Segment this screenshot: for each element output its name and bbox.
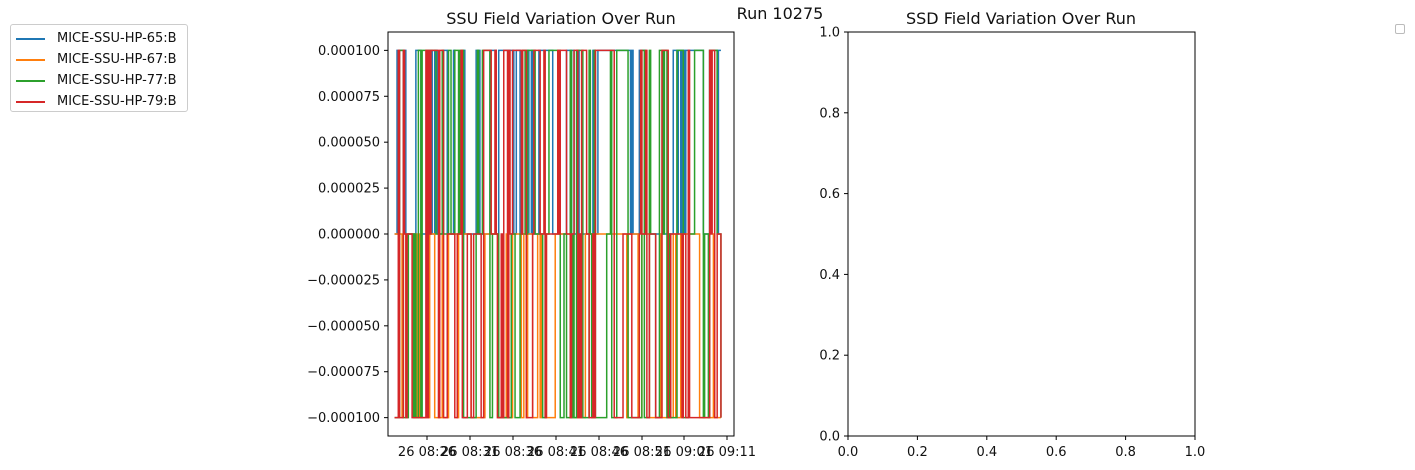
legend-label-hp67: MICE-SSU-HP-67:B (57, 52, 177, 67)
legend-swatch-hp67 (16, 58, 45, 61)
chart2-empty-legend (1395, 24, 1405, 34)
figure-suptitle: Run 10275 (736, 4, 824, 23)
legend-label-hp77: MICE-SSU-HP-77:B (57, 73, 177, 88)
chart1-xtick-label: 26 09:01 (655, 445, 713, 460)
chart1-ytick-label: −0.000075 (307, 365, 380, 380)
chart1-ytick-label: 0.000025 (318, 182, 380, 197)
chart1-ytick-label: 0.000075 (318, 90, 380, 105)
chart1-title: SSU Field Variation Over Run (446, 9, 676, 28)
chart1-traces (394, 49, 722, 419)
legend-swatch-hp65 (16, 37, 45, 40)
chart2-ytick-label: 1.0 (819, 26, 840, 41)
chart2-xtick-label: 1.0 (1185, 445, 1206, 460)
chart1-ytick-label: −0.000050 (307, 319, 380, 334)
legend-item: MICE-SSU-HP-77:B (15, 70, 187, 91)
legend-item: MICE-SSU-HP-67:B (15, 49, 187, 70)
chart1-xtick-label: 26 08:31 (441, 445, 499, 460)
chart1-ytick-label: 0.000100 (318, 44, 380, 59)
chart2-axes-frame (847, 31, 1196, 437)
chart2-ytick-label: 0.8 (819, 106, 840, 121)
series-line-MICE-SSU-HP-79:B (394, 49, 722, 419)
chart1-xtick-label: 26 09:11 (698, 445, 756, 460)
legend-label-hp79: MICE-SSU-HP-79:B (57, 94, 177, 109)
chart2-ytick-label: 0.4 (819, 268, 840, 283)
chart1-ytick-label: 0.000050 (318, 136, 380, 151)
chart1-xtick-label: 26 08:41 (527, 445, 585, 460)
chart1-ytick-label: 0.000000 (318, 228, 380, 243)
chart1-legend: MICE-SSU-HP-65:B MICE-SSU-HP-67:B MICE-S… (10, 24, 188, 112)
legend-swatch-hp77 (16, 79, 45, 82)
chart2-xtick-label: 0.4 (976, 445, 997, 460)
chart1-xtick-label: 26 08:51 (613, 445, 671, 460)
legend-swatch-hp79 (16, 100, 45, 103)
legend-item: MICE-SSU-HP-65:B (15, 28, 187, 49)
chart1-xtick-label: 26 08:26 (398, 445, 456, 460)
chart1-xtick-label: 26 08:36 (484, 445, 542, 460)
chart2-xtick-label: 0.8 (1115, 445, 1136, 460)
legend-label-hp65: MICE-SSU-HP-65:B (57, 31, 177, 46)
chart1-ytick-label: −0.000025 (307, 273, 380, 288)
chart1-xtick-label: 26 08:46 (570, 445, 628, 460)
chart1-ytick-label: −0.000100 (307, 411, 380, 426)
chart2-ytick-label: 0.2 (819, 349, 840, 364)
chart2-xtick-label: 0.0 (838, 445, 859, 460)
chart2-xtick-label: 0.2 (907, 445, 928, 460)
chart2-xtick-label: 0.6 (1046, 445, 1067, 460)
legend-item: MICE-SSU-HP-79:B (15, 91, 187, 112)
chart2-ytick-label: 0.0 (819, 430, 840, 445)
chart2-title: SSD Field Variation Over Run (905, 9, 1137, 28)
chart2-ytick-label: 0.6 (819, 187, 840, 202)
